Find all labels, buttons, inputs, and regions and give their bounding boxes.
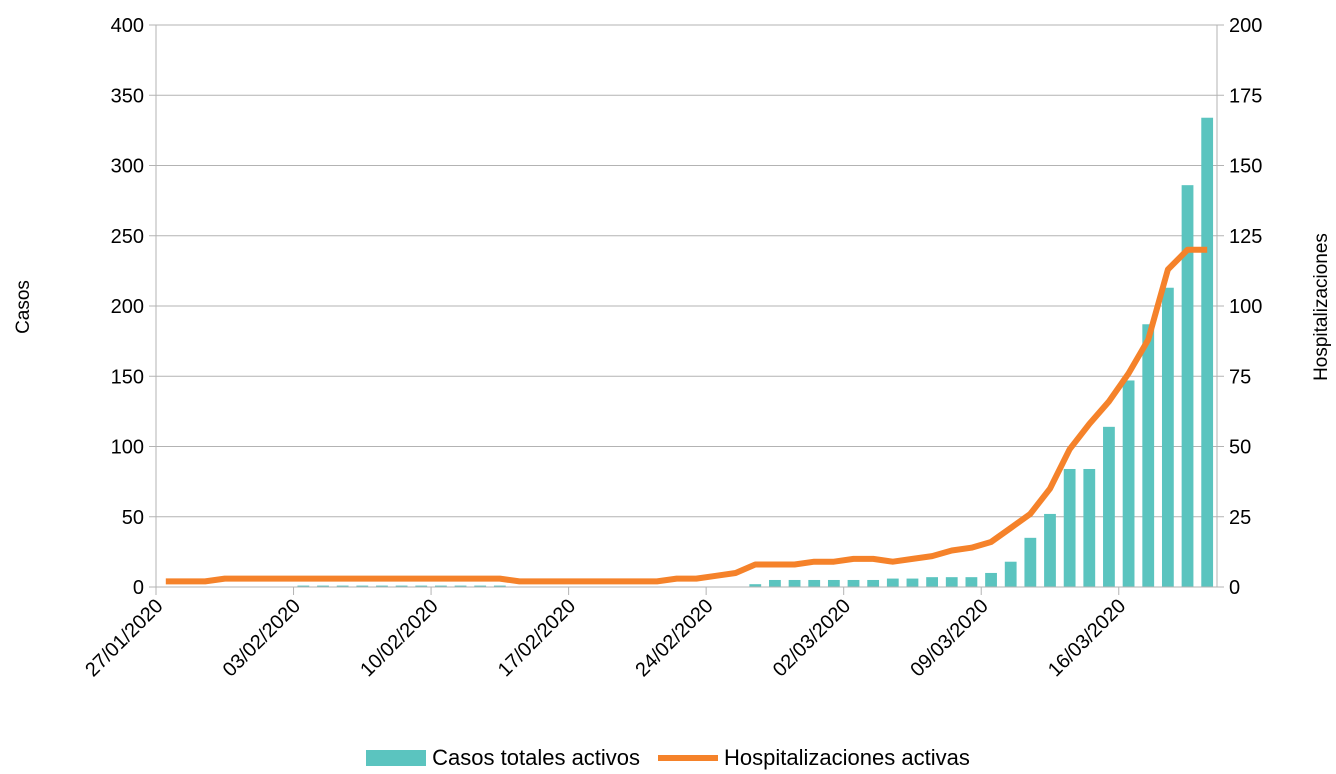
y2-tick-label: 150 xyxy=(1229,156,1262,178)
bar xyxy=(474,585,487,587)
y2-tick-label: 100 xyxy=(1229,296,1262,318)
y-tick-label: 400 xyxy=(111,15,144,37)
bar xyxy=(1122,380,1135,587)
y2-axis-label: Hospitalizaciones xyxy=(1311,233,1332,381)
y-tick-label: 100 xyxy=(111,437,144,459)
y-axis-label: Casos xyxy=(13,280,34,334)
x-tick-label: 09/03/2020 xyxy=(906,595,992,681)
y2-tick-label: 25 xyxy=(1229,507,1251,529)
bar xyxy=(1063,468,1076,587)
bar-series xyxy=(297,117,1214,588)
legend: Casos totales activos Hospitalizaciones … xyxy=(0,745,1336,771)
bar xyxy=(965,577,978,587)
y-tick-label: 200 xyxy=(111,296,144,318)
bar xyxy=(788,579,801,587)
bar xyxy=(847,579,860,587)
y-tick-label: 300 xyxy=(111,156,144,178)
bar xyxy=(395,585,408,587)
bar xyxy=(336,585,349,587)
bar xyxy=(493,585,506,587)
bar xyxy=(356,585,369,587)
bar xyxy=(297,585,310,587)
bar xyxy=(985,572,997,587)
line-series xyxy=(165,246,1208,585)
y-tick-label: 50 xyxy=(122,507,144,529)
x-tick-label: 24/02/2020 xyxy=(631,595,717,681)
bar xyxy=(1201,117,1214,587)
bar xyxy=(415,585,428,587)
y-tick-label: 150 xyxy=(111,366,144,388)
bar xyxy=(1024,537,1037,587)
bar xyxy=(1044,513,1056,587)
bar xyxy=(435,585,447,587)
y2-tick-label: 125 xyxy=(1229,226,1262,248)
legend-swatch-hospitalizaciones xyxy=(658,755,719,761)
x-tick-label: 27/01/2020 xyxy=(81,595,167,681)
x-tick-label: 17/02/2020 xyxy=(494,595,580,681)
y2-tick-label: 175 xyxy=(1229,85,1262,107)
bar xyxy=(808,579,821,587)
bar xyxy=(906,578,919,587)
x-tick-label: 10/02/2020 xyxy=(356,595,442,681)
bar xyxy=(1103,426,1115,587)
bar xyxy=(1004,561,1017,587)
y2-tick-label: 0 xyxy=(1229,577,1240,599)
y-tick-label: 350 xyxy=(111,85,144,107)
bar xyxy=(749,584,762,587)
bar xyxy=(886,578,899,587)
y2-tick-label: 75 xyxy=(1229,366,1251,388)
bar xyxy=(317,585,329,587)
bar xyxy=(1142,324,1155,587)
legend-label-hospitalizaciones: Hospitalizaciones activas xyxy=(724,745,970,770)
bar xyxy=(1161,287,1174,587)
bar xyxy=(1083,468,1096,587)
x-tick-label: 03/02/2020 xyxy=(219,595,305,681)
x-tick-label: 02/03/2020 xyxy=(769,595,855,681)
bar xyxy=(1181,185,1194,588)
x-tick-label: 16/03/2020 xyxy=(1044,595,1130,681)
y2-tick-label: 50 xyxy=(1229,437,1251,459)
legend-label-casos: Casos totales activos xyxy=(432,745,641,770)
legend-item-casos: Casos totales activos xyxy=(366,745,640,771)
bar xyxy=(376,585,388,587)
legend-swatch-casos xyxy=(366,750,427,766)
bar xyxy=(454,585,467,587)
bar xyxy=(769,579,781,587)
y2-tick-label: 200 xyxy=(1229,15,1262,37)
y-tick-label: 250 xyxy=(111,226,144,248)
y-tick-label: 0 xyxy=(133,577,144,599)
bar xyxy=(867,579,880,587)
gridlines xyxy=(156,24,1217,518)
line-hospitalizaciones xyxy=(165,246,1208,585)
bar xyxy=(827,579,840,587)
legend-item-hospitalizaciones: Hospitalizaciones activas xyxy=(658,745,970,771)
bar xyxy=(945,577,958,587)
bar xyxy=(926,577,938,587)
